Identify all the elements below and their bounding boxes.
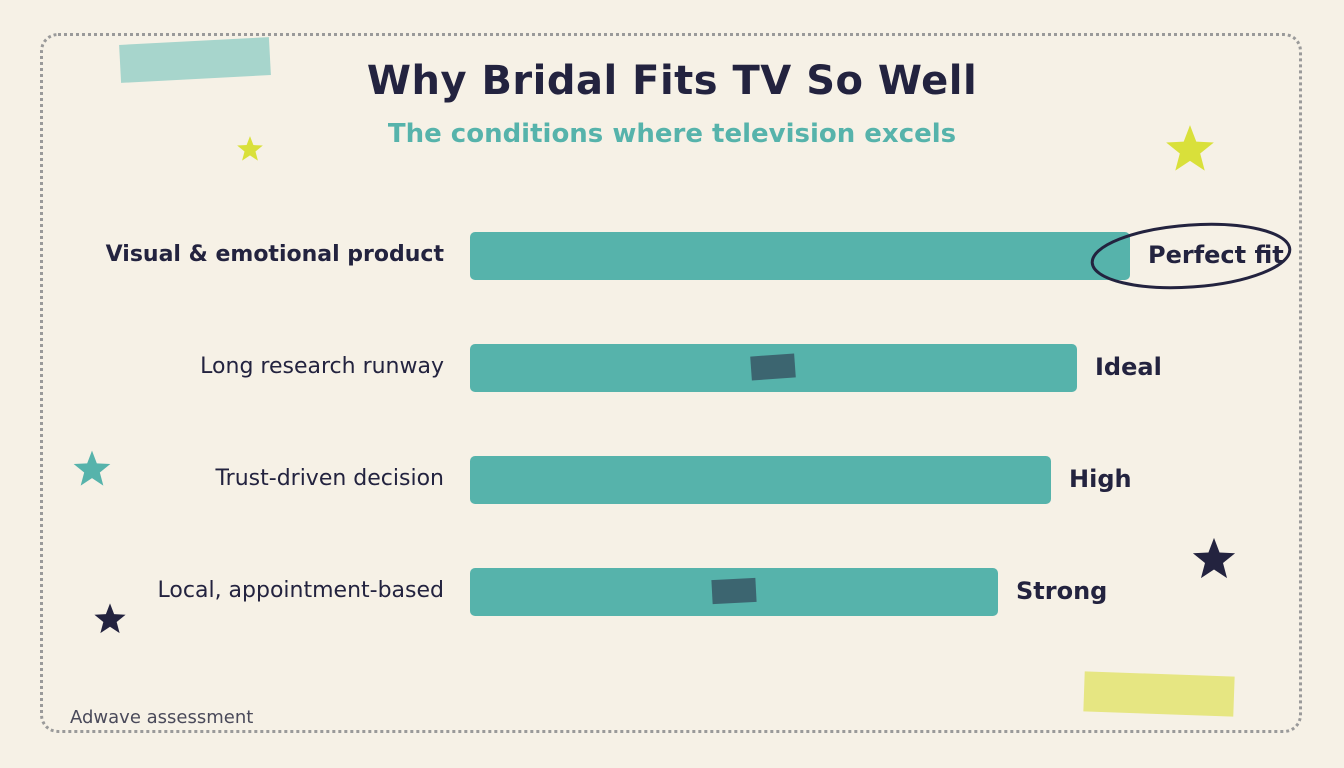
chart-subtitle: The conditions where television excels bbox=[387, 119, 957, 149]
bar bbox=[470, 456, 1051, 504]
category-label: Visual & emotional product bbox=[105, 242, 444, 267]
footer-source: Adwave assessment bbox=[70, 707, 254, 728]
dotted-frame bbox=[40, 33, 1302, 733]
bar bbox=[470, 232, 1130, 280]
highlight-circle bbox=[1090, 222, 1292, 290]
value-label: Ideal bbox=[1095, 353, 1162, 381]
category-label: Trust-driven decision bbox=[215, 466, 444, 491]
teal-star-icon bbox=[73, 450, 111, 486]
category-label: Long research runway bbox=[200, 354, 444, 379]
category-label: Local, appointment-based bbox=[157, 578, 444, 603]
chart-title: Why Bridal Fits TV So Well bbox=[366, 58, 978, 104]
yellow-star-icon bbox=[237, 136, 263, 161]
bar-tape-decoration bbox=[750, 353, 796, 381]
value-label: Perfect fit bbox=[1148, 241, 1284, 269]
value-label: High bbox=[1069, 465, 1132, 493]
yellow-star-icon bbox=[1166, 125, 1214, 171]
navy-star-icon bbox=[94, 603, 126, 634]
navy-star-icon bbox=[1192, 537, 1236, 579]
bar-tape-decoration bbox=[711, 577, 757, 605]
yellow-tape-decoration bbox=[1083, 671, 1235, 717]
value-label: Strong bbox=[1016, 577, 1108, 605]
